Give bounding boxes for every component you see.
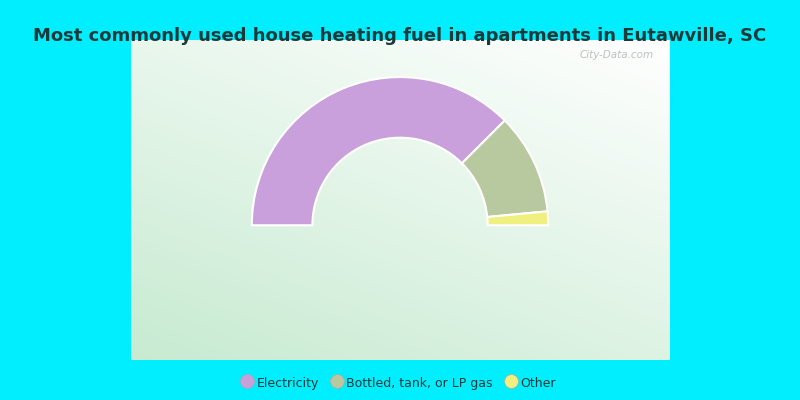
Wedge shape (462, 120, 547, 217)
Text: City-Data.com: City-Data.com (579, 50, 654, 60)
Text: Most commonly used house heating fuel in apartments in Eutawville, SC: Most commonly used house heating fuel in… (34, 27, 766, 45)
Legend: Electricity, Bottled, tank, or LP gas, Other: Electricity, Bottled, tank, or LP gas, O… (239, 370, 561, 395)
Wedge shape (487, 211, 548, 225)
Wedge shape (252, 77, 505, 225)
